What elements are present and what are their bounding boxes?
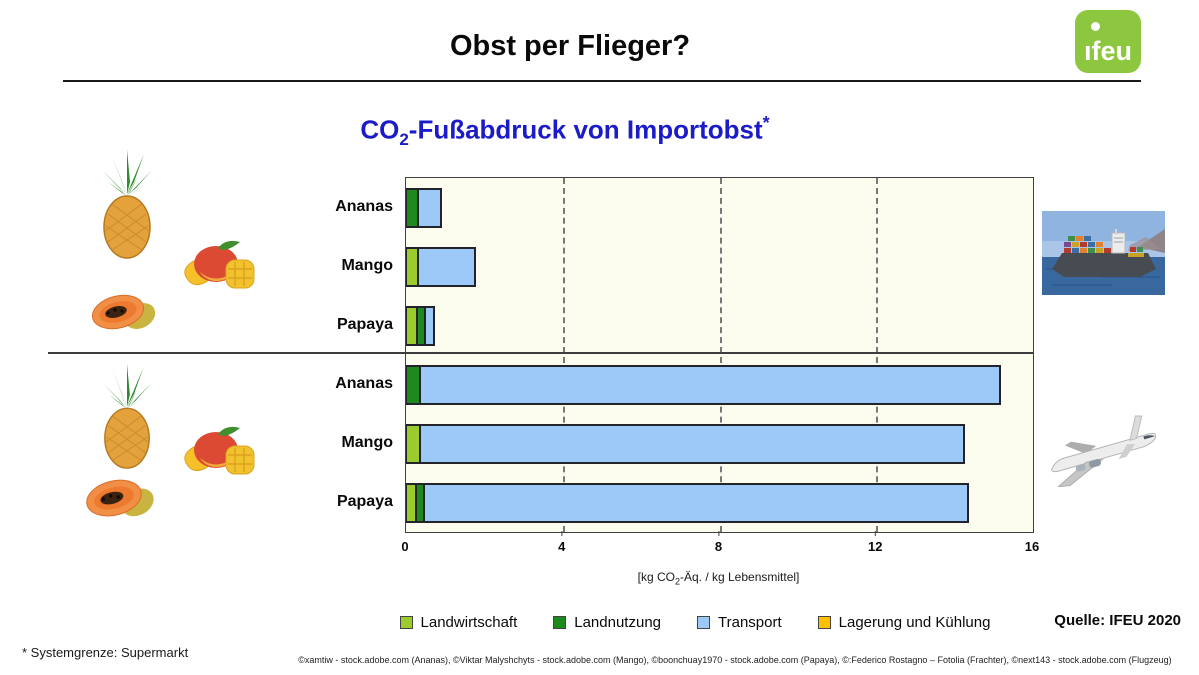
x-axis-ticks: 0 4 8 12 16 [401,531,1039,557]
papaya-icon [86,479,154,517]
x-tick-0: 0 [401,539,409,554]
segment-landwirtschaft [407,485,415,521]
pineapple-icon [102,363,152,469]
chart-title-sub2: 2 [399,129,409,149]
x-tick-4: 4 [558,531,565,554]
tick-mark [561,531,563,536]
gridline [562,178,565,532]
mango-icon [184,240,255,289]
segment-landnutzung [414,485,423,521]
segment-landnutzung [407,367,419,403]
legend-item-transport: Transport [697,614,782,631]
x-axis-label: [kg CO2-Äq. / kg Lebensmittel] [405,570,1032,586]
gridline [719,178,722,532]
segment-landwirtschaft [407,308,416,344]
papaya-icon [91,294,156,330]
legend-swatch-icon [697,616,710,629]
segment-transport [418,367,999,403]
segment-landwirtschaft [407,249,417,285]
chart-title: CO2-Fußabdruck von Importobst* [0,113,1130,150]
container-ship-image [1042,211,1165,295]
chart-legend: Landwirtschaft Landnutzung Transport Lageru… [360,614,1030,631]
x-tick-12: 12 [868,531,882,554]
bar-papaya-schiff [406,306,435,346]
legend-label: Landnutzung [574,614,661,631]
legend-swatch-icon [553,616,567,629]
legend-swatch-icon [817,616,831,629]
category-label-mango-flugzeug: Mango [341,434,393,451]
page-title: Obst per Flieger? [449,30,691,62]
segment-transport [424,308,433,344]
segment-landwirtschaft [407,426,419,462]
legend-label: Landwirtschaft [420,614,518,631]
title-underline [63,80,1141,82]
group-separator-line [48,352,1033,354]
legend-item-landnutzung: Landnutzung [553,614,661,631]
category-label-mango-schiff: Mango [341,257,393,274]
mango-icon [184,426,255,475]
legend-label: Transport [718,614,782,631]
segment-transport [418,426,964,462]
category-label-papaya-flugzeug: Papaya [336,493,393,510]
bar-mango-schiff [406,247,476,287]
source-label: Quelle: IFEU 2020 [1054,612,1181,629]
category-label-papaya-schiff: Papaya [336,316,393,333]
category-labels: Ananas Mango Papaya Ananas Mango Papaya [225,177,393,531]
x-axis-label-sub2: 2 [674,576,680,587]
logo-dot-icon [1091,22,1100,31]
plot-area [405,177,1034,533]
x-axis-label-post: -Äq. / kg Lebensmittel] [679,570,800,584]
bar-mango-flugzeug [406,424,966,464]
legend-item-lagerung-und-k-hlung: Lagerung und Kühlung [817,614,991,631]
chart-title-rest: -Fußabdruck von Importobst [408,114,763,145]
segment-transport [416,190,441,226]
legend-item-landwirtschaft: Landwirtschaft [399,614,518,631]
bar-ananas-schiff [406,188,443,228]
ifeu-logo: ıfeu [1075,10,1141,73]
x-tick-16: 16 [1024,539,1040,554]
segment-transport [416,249,474,285]
chart-title-co: CO [360,114,400,145]
category-label-ananas-flugzeug: Ananas [335,375,393,392]
x-tick-8: 8 [715,531,722,554]
airplane-image [1051,415,1157,487]
tick-mark [875,531,877,536]
footnote: * Systemgrenze: Supermarkt [22,645,189,660]
segment-transport [422,485,968,521]
segment-landnutzung [407,190,417,226]
bar-ananas-flugzeug [406,365,1001,405]
category-label-ananas-schiff: Ananas [335,198,393,215]
bar-papaya-flugzeug [406,483,970,523]
segment-landnutzung [415,308,425,344]
logo-text: ıfeu [1084,36,1133,66]
tick-mark [718,531,720,536]
pineapple-icon [102,150,152,259]
chart-title-asterisk: * [762,113,770,133]
legend-swatch-icon [399,616,413,629]
gridline [876,178,879,532]
legend-label: Lagerung und Kühlung [838,614,991,631]
x-axis-label-pre: [kg CO [637,570,675,584]
image-credits: ©xamtiw - stock.adobe.com (Ananas), ©Vik… [298,655,1172,665]
